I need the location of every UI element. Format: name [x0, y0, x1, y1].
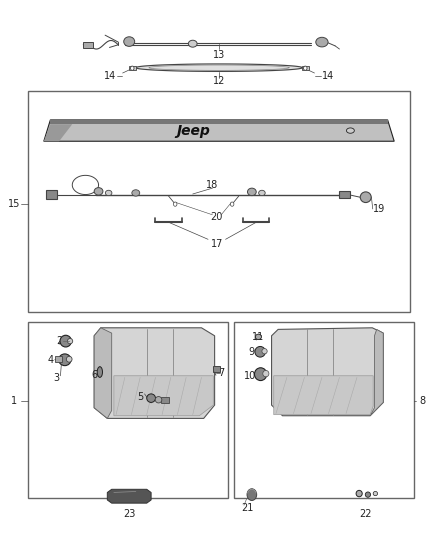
Bar	[129, 66, 136, 70]
Ellipse shape	[67, 338, 73, 344]
Ellipse shape	[316, 37, 328, 47]
Text: 2: 2	[56, 336, 62, 346]
Text: 7: 7	[218, 368, 224, 378]
Text: 12: 12	[213, 76, 225, 86]
Text: 14: 14	[321, 71, 334, 81]
Bar	[28, 322, 228, 498]
Ellipse shape	[147, 394, 155, 402]
Text: 17: 17	[211, 239, 223, 248]
Polygon shape	[136, 64, 302, 71]
Ellipse shape	[346, 128, 354, 133]
Ellipse shape	[365, 492, 371, 497]
Ellipse shape	[59, 354, 71, 366]
Ellipse shape	[255, 334, 261, 340]
Text: 10: 10	[244, 371, 257, 381]
Text: 19: 19	[373, 204, 385, 214]
Bar	[28, 91, 410, 312]
Ellipse shape	[254, 368, 267, 381]
Ellipse shape	[132, 190, 140, 196]
Ellipse shape	[356, 490, 362, 497]
Bar	[55, 356, 62, 362]
Polygon shape	[50, 120, 388, 124]
Ellipse shape	[373, 491, 378, 496]
Text: 21: 21	[241, 504, 254, 513]
Text: 8: 8	[420, 396, 426, 406]
Text: 3: 3	[53, 374, 59, 383]
Circle shape	[230, 202, 234, 206]
Bar	[302, 66, 309, 70]
Text: 1: 1	[11, 396, 17, 406]
Text: 15: 15	[8, 199, 20, 208]
Text: 18: 18	[206, 181, 219, 190]
Ellipse shape	[263, 370, 269, 377]
Text: 6: 6	[91, 370, 97, 379]
Ellipse shape	[360, 192, 371, 203]
Ellipse shape	[155, 397, 162, 403]
Text: 11: 11	[252, 333, 265, 342]
Ellipse shape	[124, 37, 135, 46]
Ellipse shape	[258, 190, 265, 196]
Polygon shape	[107, 489, 151, 503]
Circle shape	[304, 66, 307, 70]
Bar	[46, 190, 57, 199]
Polygon shape	[272, 328, 383, 416]
Circle shape	[131, 66, 134, 70]
Text: 13: 13	[213, 50, 225, 60]
Ellipse shape	[262, 349, 267, 354]
Polygon shape	[114, 376, 213, 416]
Polygon shape	[94, 328, 215, 418]
Text: 20: 20	[211, 213, 223, 222]
Polygon shape	[370, 329, 383, 416]
Bar	[339, 191, 350, 198]
Ellipse shape	[97, 367, 102, 377]
Ellipse shape	[247, 489, 257, 500]
Ellipse shape	[188, 40, 197, 47]
Ellipse shape	[247, 188, 256, 196]
Polygon shape	[274, 376, 373, 415]
Polygon shape	[94, 328, 112, 418]
Polygon shape	[44, 120, 394, 141]
Text: 23: 23	[123, 510, 135, 519]
Ellipse shape	[60, 335, 71, 347]
Ellipse shape	[255, 346, 265, 357]
Bar	[213, 366, 220, 372]
Text: 22: 22	[360, 509, 372, 519]
Text: 9: 9	[249, 347, 255, 357]
Ellipse shape	[67, 356, 72, 362]
Bar	[234, 322, 414, 498]
Text: 5: 5	[137, 392, 143, 402]
Circle shape	[173, 202, 177, 206]
Text: 4: 4	[47, 355, 53, 365]
Text: 14: 14	[104, 71, 117, 81]
Bar	[83, 42, 93, 48]
Polygon shape	[44, 124, 72, 141]
Ellipse shape	[105, 190, 112, 196]
Ellipse shape	[94, 188, 103, 195]
Text: Jeep: Jeep	[176, 124, 210, 138]
Bar	[161, 397, 169, 403]
